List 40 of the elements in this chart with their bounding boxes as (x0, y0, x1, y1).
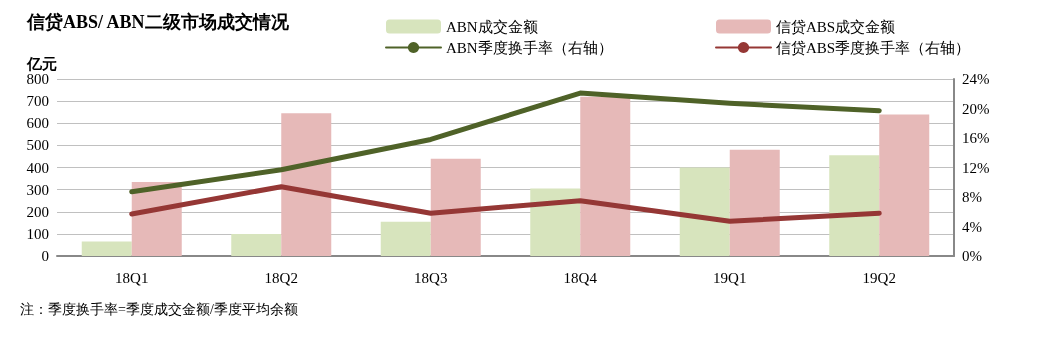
y-tick-label: 600 (26, 115, 49, 132)
x-tick-label: 19Q2 (862, 269, 896, 286)
y2-tick-label: 12% (962, 159, 990, 176)
legend-label: ABN季度换手率（右轴） (446, 39, 613, 56)
x-tick-label: 19Q1 (713, 269, 747, 286)
bar (380, 221, 431, 256)
y2-tick-label: 0% (962, 248, 982, 264)
y-tick-label: 800 (26, 71, 49, 87)
y2-tick-label: 24% (962, 71, 990, 87)
bar (679, 167, 730, 256)
bar (879, 114, 930, 256)
bar (729, 149, 780, 256)
y2-tick-label: 16% (962, 130, 990, 146)
x-tick-label: 18Q2 (264, 269, 298, 286)
y2-tick-label: 20% (962, 100, 990, 117)
bar (430, 158, 481, 256)
text: 注：季度换手率=季度成交金额/季度平均余额 (20, 301, 298, 317)
y-axis-title: 亿元 (26, 55, 57, 72)
bar (580, 96, 631, 256)
y2-tick-label: 8% (962, 189, 982, 205)
x-tick-label: 18Q3 (414, 269, 448, 286)
chart-title: 信贷ABS/ ABN二级市场成交情况 (26, 12, 290, 32)
y2-tick-label: 4% (962, 218, 982, 235)
x-tick-label: 18Q1 (115, 269, 149, 286)
bar (530, 188, 581, 256)
bar (829, 155, 880, 256)
bar (281, 113, 332, 256)
bar (231, 233, 282, 256)
y-tick-label: 400 (26, 159, 49, 176)
legend-label: 信贷ABS季度换手率（右轴） (776, 39, 971, 56)
x-tick-label: 18Q4 (563, 269, 598, 286)
bar (81, 241, 132, 256)
y-tick-label: 500 (26, 137, 49, 154)
y-tick-label: 700 (26, 93, 49, 110)
legend-label: 信贷ABS成交金额 (776, 18, 896, 35)
y-tick-label: 100 (26, 225, 49, 242)
y-tick-label: 200 (26, 203, 49, 220)
legend-label: ABN成交金额 (446, 18, 538, 35)
y-tick-label: 300 (26, 181, 49, 198)
y-tick-label: 0 (41, 248, 49, 264)
